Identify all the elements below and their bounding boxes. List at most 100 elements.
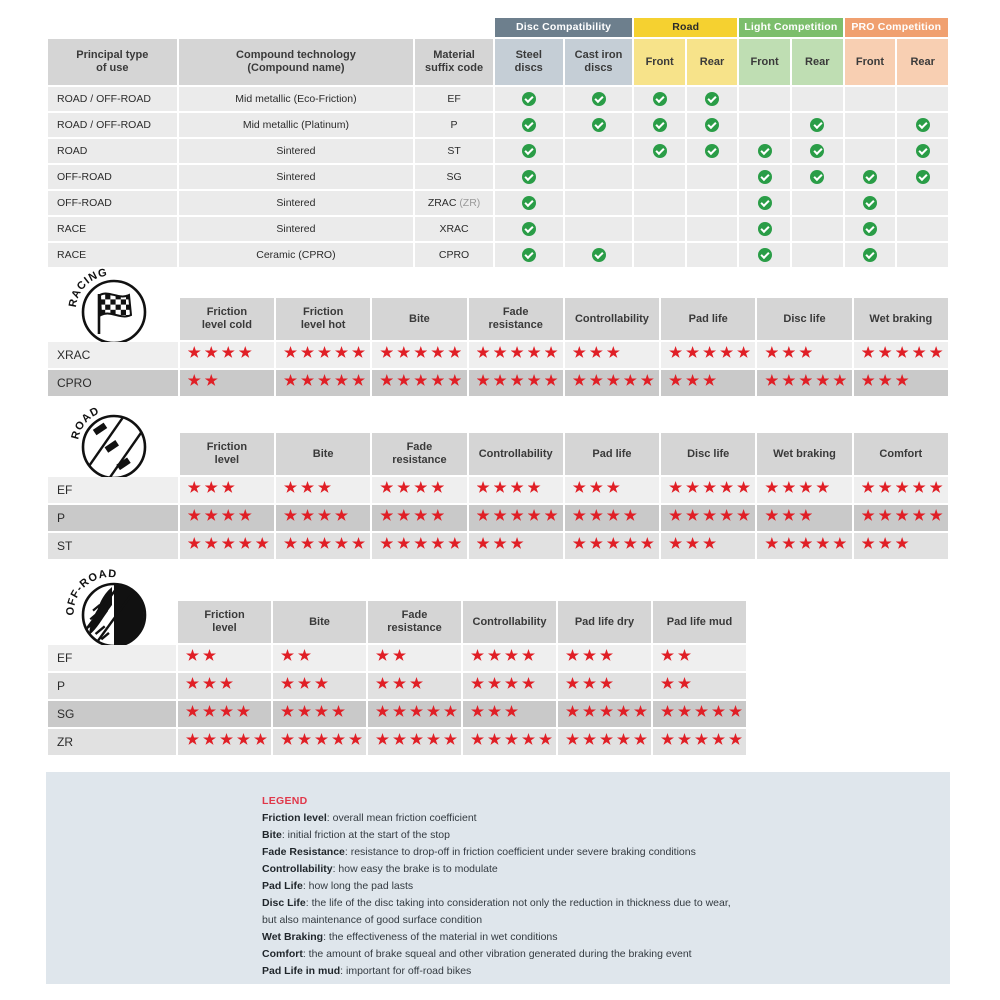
- legend-panel: LEGEND Friction level: overall mean fric…: [46, 772, 950, 984]
- star-icon: [335, 537, 349, 549]
- compat-cell-pro-rear: [897, 165, 948, 189]
- rating-col-header: Controllability: [468, 433, 563, 475]
- legend-description: but also maintenance of good surface con…: [262, 914, 483, 926]
- road-badge: ROAD: [62, 401, 158, 485]
- star-icon: [471, 733, 484, 745]
- star-icon: [204, 346, 218, 358]
- star-icon: [414, 481, 428, 493]
- rating-cell: [564, 505, 660, 531]
- rating-col-header: Friction level hot: [276, 298, 371, 340]
- check-circle-icon: [591, 248, 606, 262]
- rating-col-header: Fade resistance: [368, 601, 461, 643]
- star-icon: [878, 481, 892, 493]
- col-header-light-rear: Rear: [791, 39, 843, 85]
- star-icon: [352, 537, 366, 549]
- compat-cell-suffix: ST: [415, 139, 493, 163]
- rating-cell: [468, 370, 563, 396]
- star-icon: [929, 346, 943, 358]
- star-icon: [686, 509, 700, 521]
- legend-entry: Pad Life in mud: important for off-road …: [262, 965, 950, 979]
- star-icon: [298, 733, 311, 745]
- star-icon: [237, 733, 250, 745]
- group-header-road: Road: [634, 18, 738, 37]
- legend-description: : the life of the disc taking into consi…: [305, 897, 731, 909]
- rating-row-label: EF: [48, 477, 178, 503]
- legend-description: : initial friction at the start of the s…: [281, 829, 450, 841]
- star-icon: [799, 509, 813, 521]
- star-icon: [332, 705, 345, 717]
- compat-compound-value: Sintered: [276, 197, 316, 209]
- rating-cell: [178, 729, 271, 755]
- compat-cell-suffix: P: [415, 113, 493, 137]
- star-icon: [221, 509, 235, 521]
- rating-cell: [463, 645, 556, 671]
- compat-use-value: ROAD / OFF-ROAD: [57, 119, 151, 131]
- star-icon: [895, 537, 909, 549]
- star-icon: [221, 346, 235, 358]
- star-icon: [376, 705, 389, 717]
- star-icon: [678, 705, 691, 717]
- star-icon: [431, 346, 445, 358]
- compatibility-table-body: ROAD / OFF-ROAD Mid metallic (Eco-Frictio…: [48, 87, 948, 267]
- compat-cell-suffix: SG: [415, 165, 493, 189]
- star-icon: [448, 374, 462, 386]
- compat-cell-light-rear: [791, 191, 843, 215]
- rating-col-header: Bite: [276, 433, 371, 475]
- compat-use-value: OFF-ROAD: [57, 197, 112, 209]
- rating-col-header: Wet braking: [757, 433, 852, 475]
- star-icon: [912, 481, 926, 493]
- star-icon: [527, 481, 541, 493]
- star-icon: [640, 537, 654, 549]
- star-icon: [600, 733, 613, 745]
- star-icon: [281, 677, 294, 689]
- rating-row-label: ZR: [48, 729, 176, 755]
- star-icon: [765, 481, 779, 493]
- star-icon: [737, 509, 751, 521]
- star-icon: [572, 346, 586, 358]
- compat-cell-steel-discs: [494, 191, 563, 215]
- compat-table-row: ROAD Sintered ST: [48, 139, 948, 163]
- star-icon: [765, 509, 779, 521]
- star-icon: [589, 346, 603, 358]
- rating-table-row: EF: [48, 645, 746, 671]
- star-icon: [476, 346, 490, 358]
- compat-cell-road-front: [634, 191, 685, 215]
- rating-header-row: Friction level Bite Fade resistance Controlla…: [48, 433, 948, 475]
- star-icon: [686, 537, 700, 549]
- star-icon: [284, 509, 298, 521]
- star-icon: [376, 677, 389, 689]
- compat-cell-light-rear: [791, 217, 843, 241]
- rating-cell: [558, 645, 651, 671]
- star-icon: [634, 705, 647, 717]
- compat-cell-road-front: [634, 87, 685, 111]
- rating-cell: [853, 477, 948, 503]
- star-icon: [510, 374, 524, 386]
- star-icon: [220, 677, 233, 689]
- rating-cell: [179, 477, 275, 503]
- star-icon: [505, 705, 518, 717]
- compat-cell-steel-discs: [494, 139, 563, 163]
- star-icon: [782, 346, 796, 358]
- check-circle-icon: [915, 144, 930, 158]
- star-icon: [315, 677, 328, 689]
- star-icon: [414, 346, 428, 358]
- check-circle-icon: [757, 248, 772, 262]
- star-icon: [661, 705, 674, 717]
- star-icon: [695, 705, 708, 717]
- star-icon: [238, 537, 252, 549]
- compat-cell-road-front: [634, 165, 685, 189]
- star-icon: [678, 649, 691, 661]
- rating-cell: [661, 342, 756, 368]
- star-icon: [566, 649, 579, 661]
- rating-cell: [853, 505, 948, 531]
- star-icon: [332, 733, 345, 745]
- legend-entry: Friction level: overall mean friction co…: [262, 812, 950, 826]
- rating-cell: [276, 477, 371, 503]
- rating-table-row: ST: [48, 533, 948, 559]
- rating-cell: [757, 533, 852, 559]
- star-icon: [661, 649, 674, 661]
- star-icon: [544, 346, 558, 358]
- check-circle-icon: [521, 196, 536, 210]
- rating-cell: [661, 505, 756, 531]
- rating-header-row: Friction level Bite Fade resistance Controlla…: [48, 601, 746, 643]
